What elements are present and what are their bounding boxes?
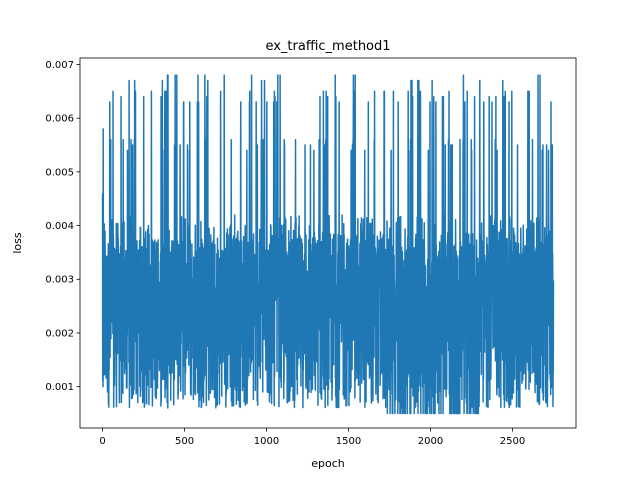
plot-frame xyxy=(79,57,577,429)
x-tick-label: 1000 xyxy=(254,436,279,447)
y-axis-label: loss xyxy=(11,232,24,254)
y-axis: 0.001 0.002 0.003 0.004 0.005 0.006 0.007 xyxy=(45,60,80,393)
x-tick-label: 0 xyxy=(99,436,105,447)
loss-series-line xyxy=(101,74,555,415)
x-axis: 0 500 1000 1500 2000 2500 xyxy=(99,428,525,447)
x-axis-label: epoch xyxy=(311,457,345,470)
y-tick-label: 0.003 xyxy=(45,275,74,286)
y-tick-label: 0.006 xyxy=(45,114,74,125)
y-tick-label: 0.002 xyxy=(45,328,74,339)
x-tick-label: 1500 xyxy=(336,436,361,447)
chart-title: ex_traffic_method1 xyxy=(265,39,390,54)
y-tick-label: 0.001 xyxy=(45,382,74,393)
y-tick-label: 0.007 xyxy=(45,60,74,71)
y-tick-label: 0.004 xyxy=(45,221,74,232)
x-tick-label: 2000 xyxy=(418,436,443,447)
y-tick-label: 0.005 xyxy=(45,167,74,178)
x-tick-label: 2500 xyxy=(500,436,525,447)
x-tick-label: 500 xyxy=(175,436,194,447)
series-layer xyxy=(101,74,555,415)
